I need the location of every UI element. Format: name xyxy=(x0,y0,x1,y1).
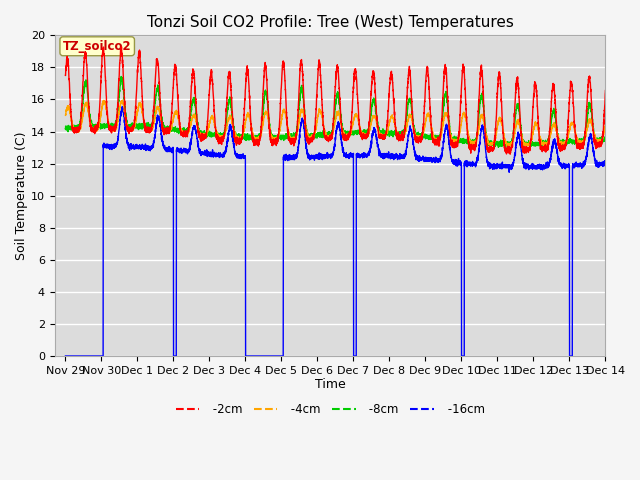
Title: Tonzi Soil CO2 Profile: Tree (West) Temperatures: Tonzi Soil CO2 Profile: Tree (West) Temp… xyxy=(147,15,513,30)
Legend:  -2cm,  -4cm,  -8cm,  -16cm: -2cm, -4cm, -8cm, -16cm xyxy=(171,398,489,420)
X-axis label: Time: Time xyxy=(315,379,346,392)
Text: TZ_soilco2: TZ_soilco2 xyxy=(63,40,131,53)
Y-axis label: Soil Temperature (C): Soil Temperature (C) xyxy=(15,132,28,260)
